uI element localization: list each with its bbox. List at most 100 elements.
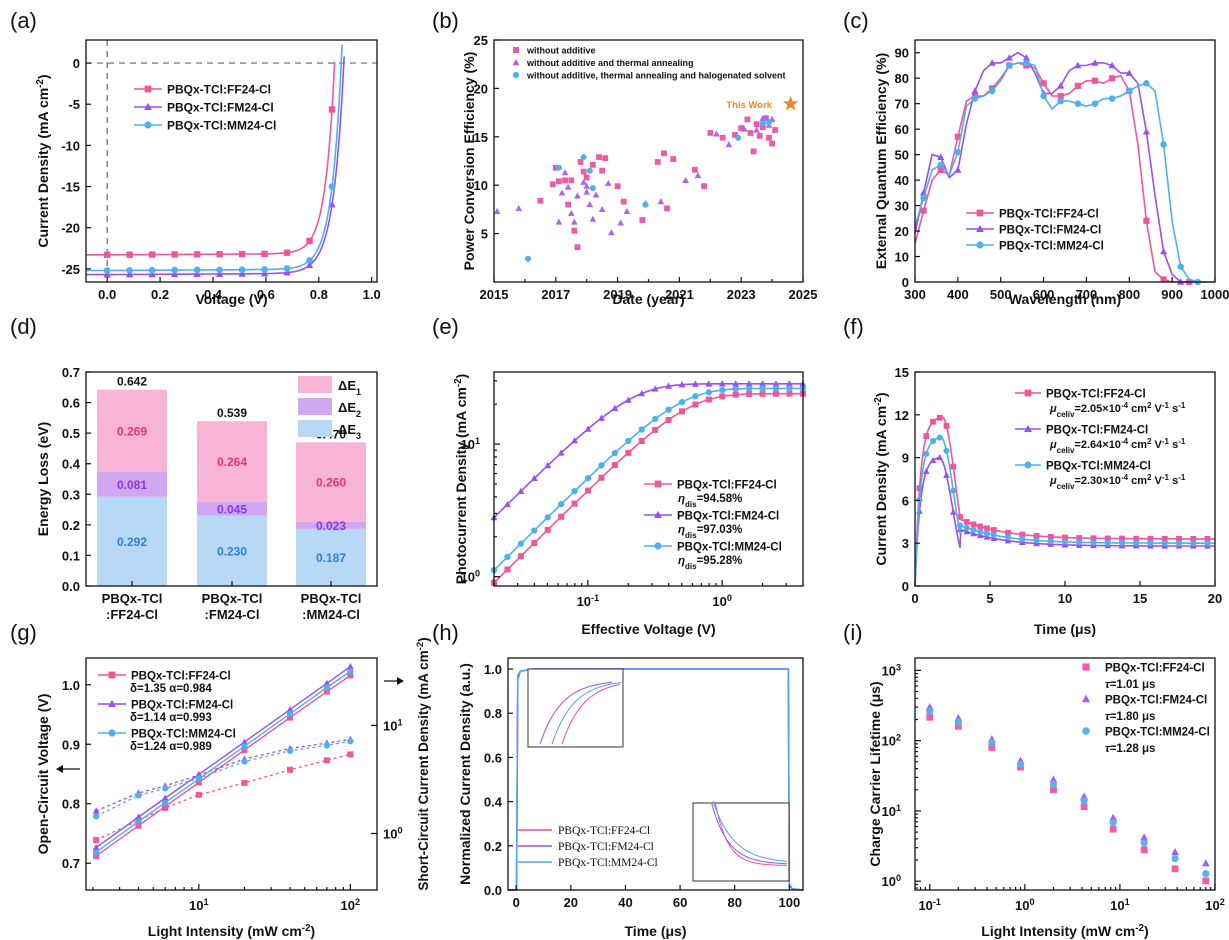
d-legend-swatch-0 xyxy=(298,376,332,393)
f-point-2 xyxy=(956,522,964,529)
i-ytick-label-sup: 0 xyxy=(896,873,901,883)
b-xlabel: Date (year) xyxy=(612,291,684,307)
d-bar-0-1 xyxy=(197,515,267,586)
h-inset-fall-curve-0 xyxy=(714,803,787,866)
b-point-1 xyxy=(583,182,591,189)
a-ylabel-sup: -2 xyxy=(35,79,46,88)
f-ytick-label: 9 xyxy=(902,451,909,466)
f-xtick-label: 20 xyxy=(1208,591,1222,606)
b-point-1 xyxy=(725,141,733,148)
c-point-0 xyxy=(1143,217,1150,224)
g-voc-fit-2 xyxy=(95,740,351,817)
e-point-1 xyxy=(557,449,565,456)
e-point-2 xyxy=(759,385,766,392)
g-arrowhead-left xyxy=(56,765,63,773)
f-legend-0-label: PBQx-TCl:FF24-Cl xyxy=(1046,389,1146,401)
e-point-2 xyxy=(638,426,645,433)
e-point-0 xyxy=(625,449,632,456)
g-ytick-label: 1.0 xyxy=(62,678,80,693)
e-ytick-label: 100 xyxy=(460,569,480,585)
f-mu-unit: s xyxy=(1169,403,1178,415)
a-legend-1-marker xyxy=(144,102,152,111)
a-xtick-label: 1.0 xyxy=(363,287,381,302)
g-voc-point-2 xyxy=(135,792,142,799)
a-point-1 xyxy=(125,270,134,278)
i-point-2 xyxy=(1080,797,1088,805)
f-legend-2-label: PBQx-TCl:MM24-Cl xyxy=(1046,461,1151,473)
i-legend-marker-0 xyxy=(1082,663,1090,671)
a-point-0 xyxy=(193,251,201,258)
c-point-2 xyxy=(1108,95,1116,102)
i-ytick-label-base: 10 xyxy=(881,874,895,889)
f-point-1 xyxy=(970,530,977,537)
f-mu-value: =2.64×10 xyxy=(1074,439,1121,451)
f-point-2 xyxy=(1033,537,1040,544)
g-jsc-fit-0 xyxy=(95,674,351,857)
e-xtick-label-sup: 0 xyxy=(727,593,732,603)
b-point-0 xyxy=(549,181,556,188)
f-mu-unit-sup: -1 xyxy=(1178,473,1186,482)
f-mu-unit-sup: 2 xyxy=(1147,401,1152,410)
b-point-1 xyxy=(555,218,563,225)
i-point-0 xyxy=(1109,825,1117,833)
i-point-0 xyxy=(1050,786,1057,794)
d-category-line2-2: :MM24-Cl xyxy=(302,607,360,622)
e-point-0 xyxy=(585,487,592,494)
e-point-2 xyxy=(544,514,551,521)
a-point-0 xyxy=(216,251,223,258)
f-point-0 xyxy=(963,519,970,525)
f-point-2 xyxy=(1004,534,1012,541)
c-xtick-label: 300 xyxy=(904,287,926,302)
c-point-2 xyxy=(1074,100,1082,107)
c-point-1 xyxy=(1108,61,1116,69)
b-point-0 xyxy=(552,164,559,171)
b-point-2 xyxy=(735,134,742,141)
f-point-0 xyxy=(1161,535,1168,542)
c-point-1 xyxy=(1125,69,1133,76)
b-point-0 xyxy=(766,134,772,141)
d-legend-sub: 1 xyxy=(356,387,361,397)
b-point-0 xyxy=(537,197,544,204)
a-point-1 xyxy=(260,269,269,277)
g-voc-point-0 xyxy=(241,779,248,786)
f-point-0 xyxy=(1062,534,1068,541)
h-ylabel: Normalized Current Density (a.u.) xyxy=(457,663,473,885)
b-point-1 xyxy=(657,198,665,205)
f-xtick-label: 10 xyxy=(1058,591,1072,606)
b-point-0 xyxy=(750,148,757,155)
e-point-2 xyxy=(786,385,793,392)
h-ytick-label: 0.6 xyxy=(484,750,502,765)
c-legend-0-label: PBQx-TCl:FF24-Cl xyxy=(999,209,1099,221)
f-point-0 xyxy=(950,463,957,470)
e-point-1 xyxy=(772,380,780,387)
b-ylabel: Power Conversion Efficiency (%) xyxy=(461,52,477,271)
h-xlabel: Time (μs) xyxy=(625,923,687,939)
b-point-1 xyxy=(571,218,578,225)
c-point-2 xyxy=(1023,59,1030,67)
c-point-2 xyxy=(971,95,979,102)
f-point-0 xyxy=(1104,535,1111,542)
f-point-0 xyxy=(923,433,930,440)
i-point-2 xyxy=(1140,839,1148,847)
b-point-0 xyxy=(620,198,627,205)
g-jsc-point-1 xyxy=(240,738,248,745)
e-point-2 xyxy=(584,475,592,482)
panel-label-g: (g) xyxy=(10,620,37,645)
f-ylabel: Current Density (mA cm-2) xyxy=(873,392,890,565)
f-point-2 xyxy=(1090,539,1097,546)
c-point-1 xyxy=(1057,82,1065,89)
b-point-1 xyxy=(682,176,689,183)
e-eta-0: ηdis=94.58% xyxy=(678,493,742,509)
i-ytick-label-sup: 1 xyxy=(896,803,901,813)
f-mu-unit: cm xyxy=(1128,475,1147,487)
e-point-2 xyxy=(651,415,659,423)
e-ylabel-sup: -2 xyxy=(453,378,464,387)
i-xtick-label-sup: 2 xyxy=(1220,897,1225,907)
i-tau-value: =1.01 μs xyxy=(1110,679,1156,691)
c-point-2 xyxy=(988,87,996,95)
g-legend-2-label: PBQx-TCl:MM24-Cl xyxy=(131,729,236,741)
panel-label-c: (c) xyxy=(843,8,869,33)
f-point-0 xyxy=(990,527,997,533)
d-legend-delta: ΔE xyxy=(338,422,356,437)
e-xtick-label-base: 10 xyxy=(577,594,591,609)
